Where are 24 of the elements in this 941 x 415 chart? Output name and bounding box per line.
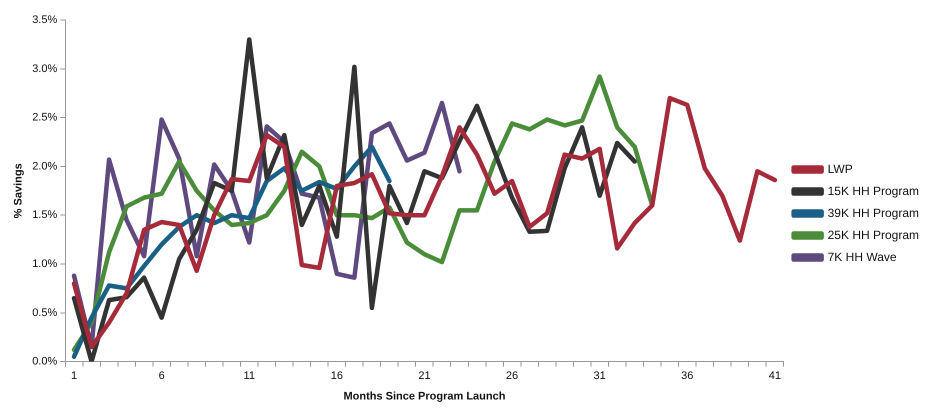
y-tick-label: 3.0% bbox=[32, 62, 58, 75]
x-tick-label: 11 bbox=[244, 370, 255, 382]
legend-label: 39K HH Program bbox=[828, 206, 920, 220]
x-tick-label: 21 bbox=[418, 370, 431, 382]
y-tick-label: 1.5% bbox=[32, 209, 58, 222]
x-axis-title: Months Since Program Launch bbox=[343, 390, 506, 402]
y-tick-label: 2.5% bbox=[32, 112, 58, 124]
x-tick-label: 6 bbox=[158, 370, 165, 382]
y-tick-label: 1.0% bbox=[32, 258, 58, 270]
y-tick-label: 2.0% bbox=[32, 160, 58, 172]
y-tick-label: 0.0% bbox=[32, 356, 58, 368]
x-tick-label: 16 bbox=[330, 370, 343, 382]
legend-label: 15K HH Program bbox=[828, 184, 920, 198]
legend-label: 7K HH Wave bbox=[828, 250, 897, 264]
x-tick-label: 36 bbox=[681, 370, 694, 382]
legend-label: LWP bbox=[828, 162, 853, 176]
legend-label: 25K HH Program bbox=[828, 228, 920, 242]
x-tick-label: 31 bbox=[594, 370, 606, 382]
x-tick-label: 41 bbox=[768, 370, 781, 382]
y-tick-label: 3.5% bbox=[32, 14, 58, 26]
x-tick-label: 1 bbox=[70, 370, 78, 382]
y-tick-label: 0.5% bbox=[32, 306, 58, 319]
x-tick-label: 26 bbox=[506, 370, 518, 382]
y-axis-title: % Savings bbox=[12, 163, 25, 218]
